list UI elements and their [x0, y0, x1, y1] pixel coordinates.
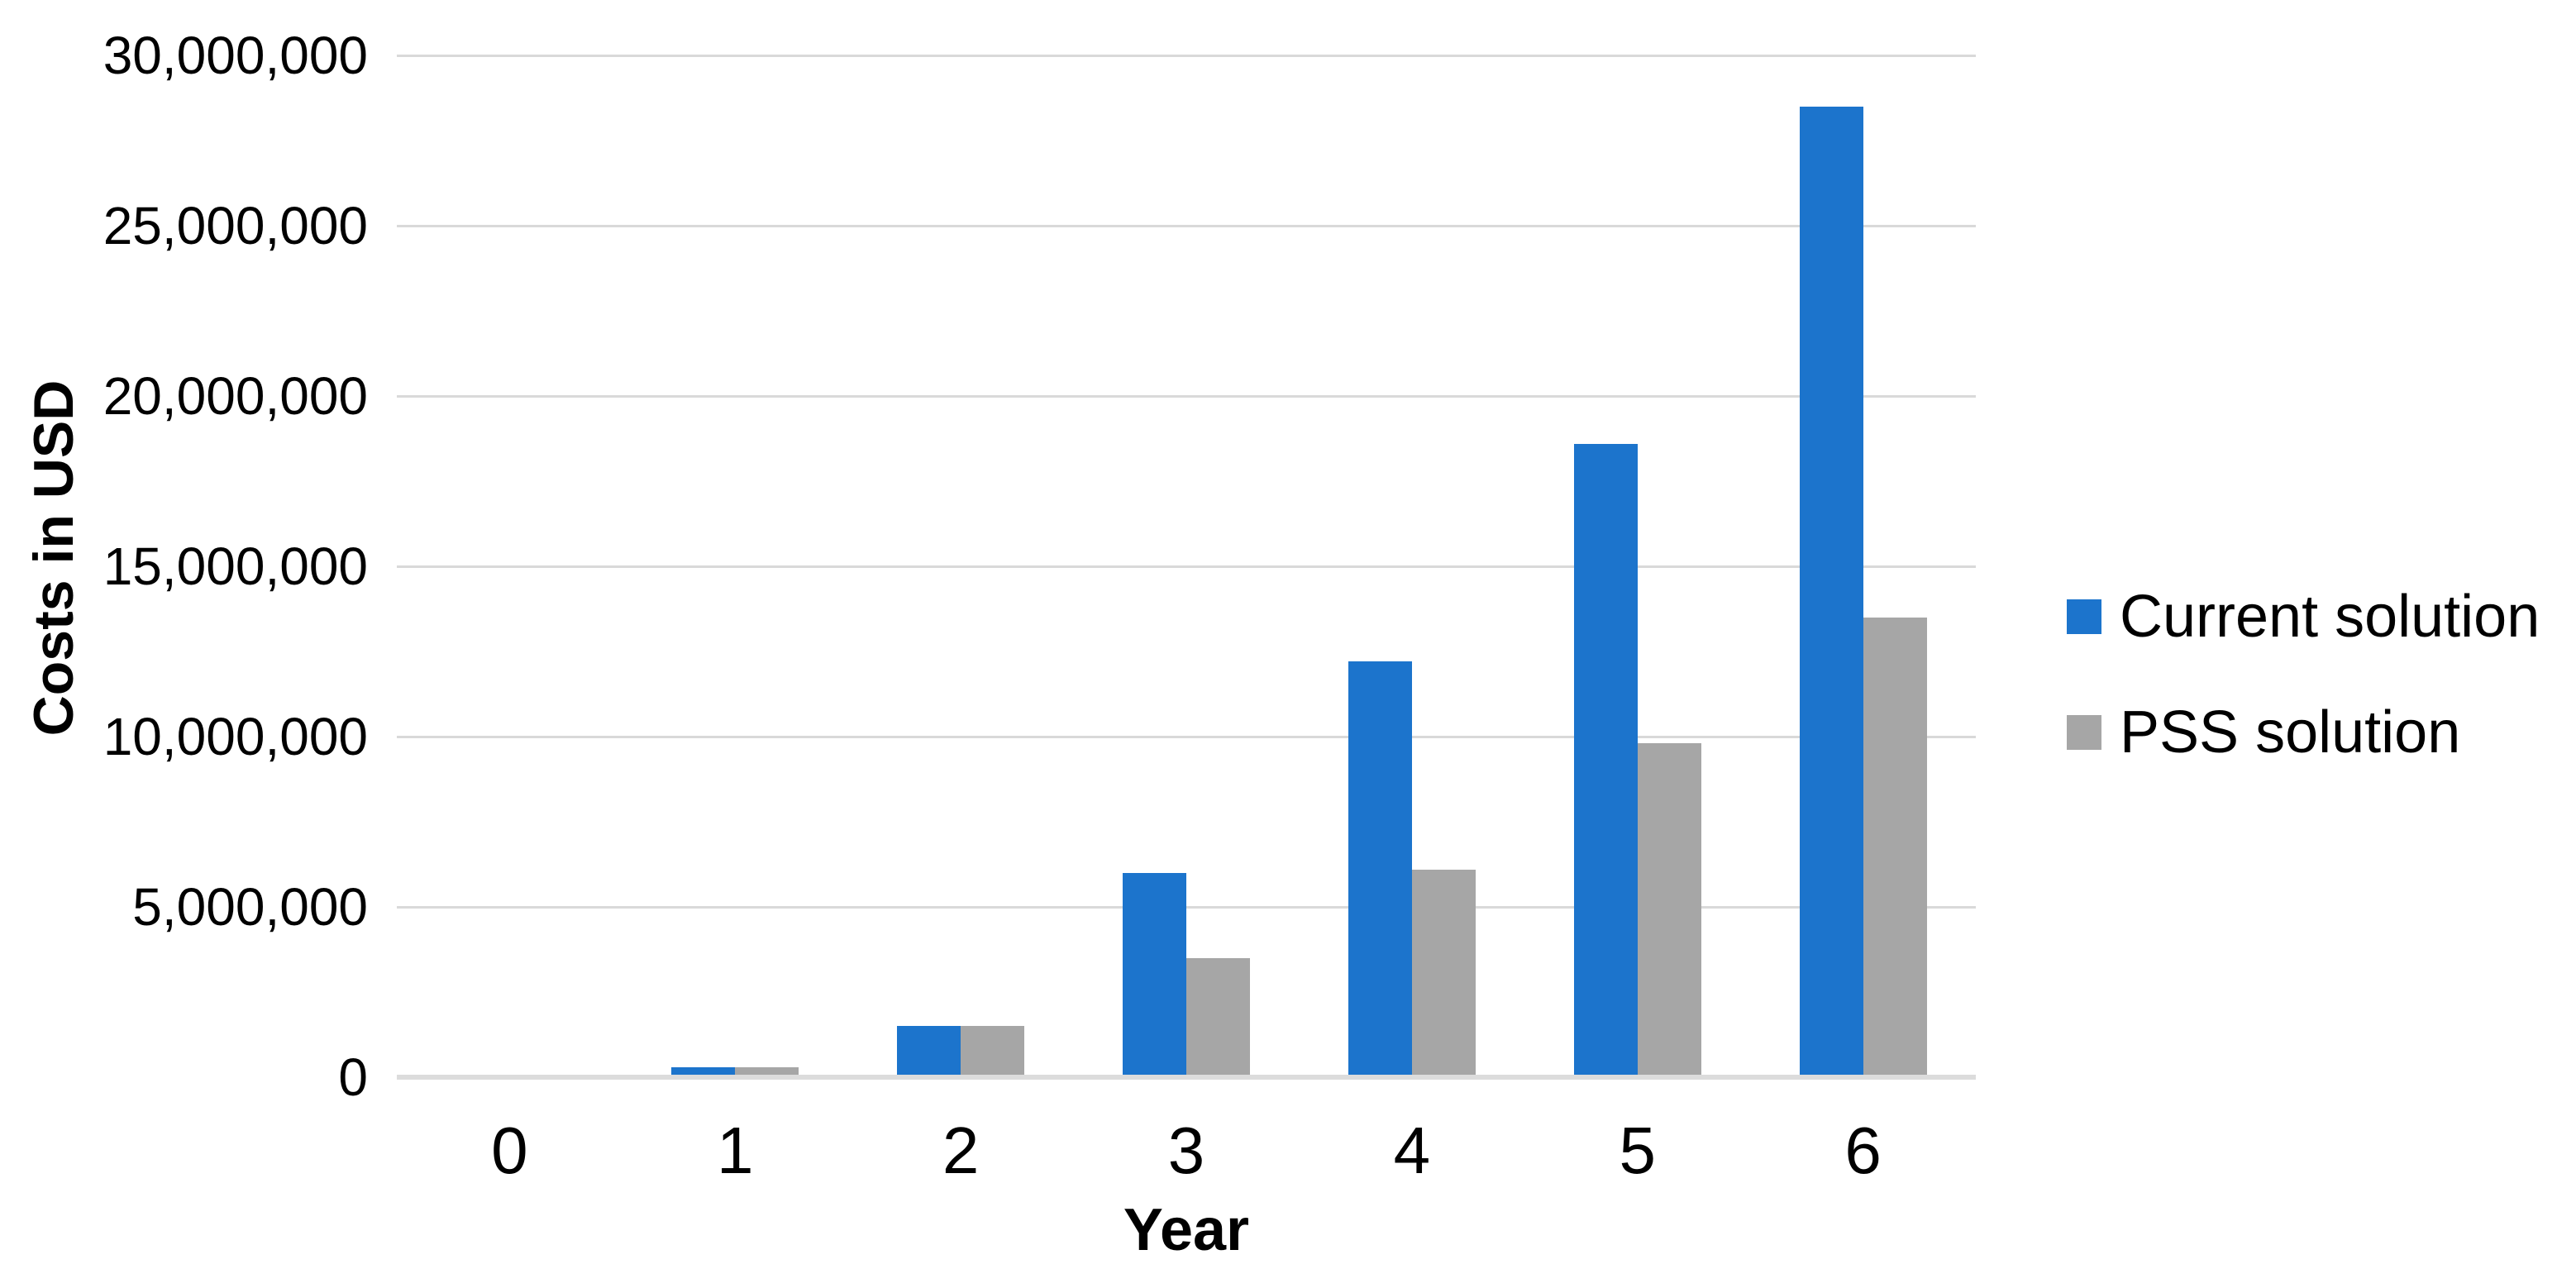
x-tick-label: 4 [1393, 1114, 1431, 1187]
x-tick-label: 0 [491, 1114, 528, 1187]
bar-current-solution-year-4 [1348, 661, 1412, 1077]
x-tick-label: 2 [942, 1114, 980, 1187]
y-tick-label: 25,000,000 [103, 196, 368, 255]
bar-pss-solution-year-2 [961, 1026, 1025, 1077]
y-tick-label: 5,000,000 [132, 877, 368, 937]
x-tick-label: 3 [1167, 1114, 1205, 1187]
gridline [397, 736, 1976, 738]
gridline [397, 565, 1976, 568]
gridline [397, 906, 1976, 909]
bar-current-solution-year-5 [1573, 443, 1638, 1077]
bar-pss-solution-year-4 [1411, 869, 1476, 1077]
bar-pss-solution-year-6 [1863, 617, 1927, 1077]
x-tick-label: 6 [1844, 1114, 1882, 1187]
plot-area [397, 55, 1976, 1077]
y-tick-label: 10,000,000 [103, 707, 368, 766]
legend-label-current-solution: Current solution [2120, 584, 2540, 650]
y-tick-label: 0 [338, 1047, 368, 1107]
y-tick-label: 30,000,000 [103, 26, 368, 85]
legend: Current solution PSS solution [2067, 584, 2540, 815]
bar-current-solution-year-1 [671, 1066, 736, 1077]
legend-item-current-solution: Current solution [2067, 584, 2540, 650]
y-tick-label: 15,000,000 [103, 537, 368, 596]
legend-swatch-pss-solution [2067, 715, 2101, 750]
x-tick-label: 1 [717, 1114, 754, 1187]
legend-item-pss-solution: PSS solution [2067, 699, 2540, 766]
legend-label-pss-solution: PSS solution [2120, 699, 2461, 766]
bar-current-solution-year-2 [897, 1026, 961, 1077]
x-tick-label: 5 [1619, 1114, 1656, 1187]
bar-current-solution-year-6 [1799, 106, 1863, 1077]
legend-swatch-current-solution [2067, 599, 2101, 634]
gridline [397, 55, 1976, 57]
bar-current-solution-year-3 [1123, 872, 1186, 1077]
bar-pss-solution-year-5 [1637, 743, 1701, 1077]
gridline [397, 395, 1976, 398]
x-axis-line [397, 1075, 1976, 1080]
bar-pss-solution-year-1 [735, 1066, 799, 1077]
gridline [397, 225, 1976, 227]
x-axis-title: Year [1123, 1197, 1250, 1263]
y-tick-label: 20,000,000 [103, 366, 368, 426]
bar-pss-solution-year-3 [1186, 957, 1250, 1077]
